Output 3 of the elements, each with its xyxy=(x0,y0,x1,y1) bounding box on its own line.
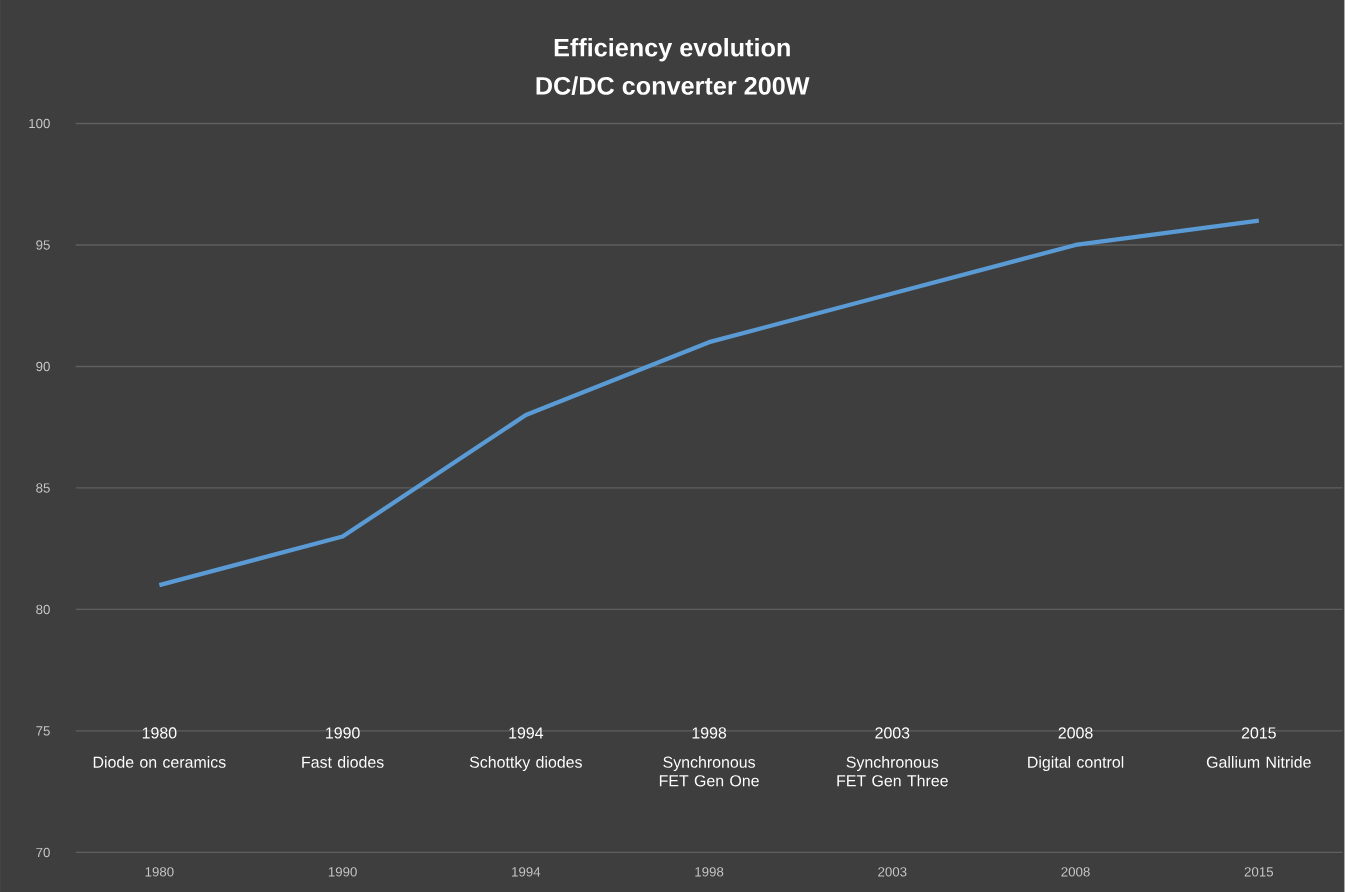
chart-subtitle: DC/DC converter 200W xyxy=(536,76,810,95)
line-series xyxy=(157,218,1261,588)
chart-title: Efficiency evolution xyxy=(554,37,790,62)
